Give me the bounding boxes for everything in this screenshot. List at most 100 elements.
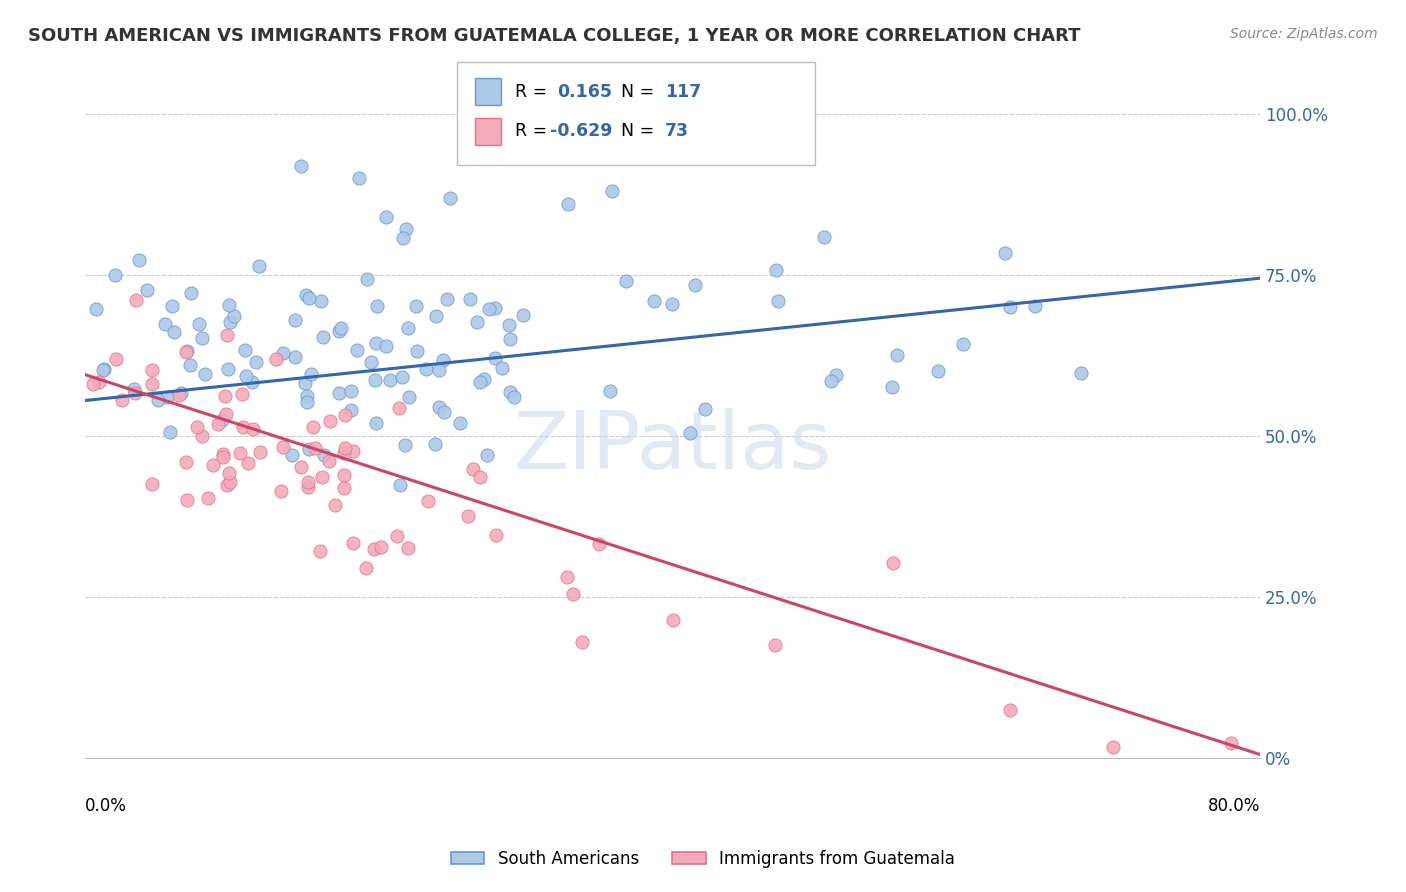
Point [111, 392, 134, 407]
Point [498, 318, 520, 332]
Text: 0.0%: 0.0% [86, 797, 127, 814]
Point [347, 171, 370, 186]
Point [159, 425, 181, 440]
Point [122, 383, 145, 397]
Point [162, 300, 184, 314]
Point [212, 447, 235, 461]
Point [301, 419, 323, 434]
Point [211, 413, 233, 427]
Point [470, 470, 492, 484]
Point [766, 294, 789, 309]
Point [167, 388, 190, 402]
Point [141, 363, 163, 377]
Point [309, 543, 332, 558]
Point [245, 355, 267, 369]
Point [1219, 736, 1241, 750]
Point [470, 375, 492, 389]
Point [927, 364, 949, 378]
Point [290, 460, 312, 475]
Text: 80.0%: 80.0% [1208, 797, 1260, 814]
Point [211, 450, 233, 464]
Text: R =: R = [515, 122, 553, 140]
Point [882, 557, 904, 571]
Point [392, 231, 415, 245]
Point [661, 614, 683, 628]
Point [290, 159, 312, 173]
Point [104, 268, 127, 283]
Point [478, 301, 501, 316]
Text: 117: 117 [665, 83, 702, 101]
Point [207, 417, 229, 432]
Point [600, 184, 623, 198]
Point [763, 638, 786, 652]
Point [370, 540, 392, 554]
Point [218, 475, 240, 490]
Point [360, 355, 382, 369]
Text: SOUTH AMERICAN VS IMMIGRANTS FROM GUATEMALA COLLEGE, 1 YEAR OR MORE CORRELATION : SOUTH AMERICAN VS IMMIGRANTS FROM GUATEM… [28, 27, 1081, 45]
Point [405, 300, 427, 314]
Point [333, 446, 356, 460]
Point [333, 481, 356, 495]
Point [562, 587, 585, 601]
Point [297, 480, 319, 494]
Point [356, 272, 378, 286]
Point [886, 348, 908, 362]
Point [271, 346, 294, 360]
Point [396, 320, 419, 334]
Point [457, 509, 479, 524]
Point [191, 429, 214, 443]
Point [141, 476, 163, 491]
Text: -0.629: -0.629 [550, 122, 612, 140]
Point [765, 262, 787, 277]
Point [432, 353, 454, 368]
Point [215, 327, 238, 342]
Point [1024, 299, 1046, 313]
Point [235, 368, 257, 383]
Point [297, 475, 319, 489]
Point [416, 494, 439, 508]
Point [396, 541, 419, 555]
Point [333, 441, 356, 455]
Point [599, 384, 621, 398]
Point [179, 358, 201, 372]
Point [229, 446, 252, 460]
Point [346, 343, 368, 358]
Point [472, 372, 495, 386]
Point [176, 344, 198, 359]
Point [141, 376, 163, 391]
Point [87, 376, 110, 390]
Point [125, 293, 148, 308]
Point [298, 442, 321, 457]
Point [557, 197, 579, 211]
Point [449, 416, 471, 430]
Point [176, 493, 198, 508]
Point [318, 453, 340, 467]
Point [491, 360, 513, 375]
Point [467, 315, 489, 329]
Point [186, 419, 208, 434]
Point [136, 283, 159, 297]
Point [363, 373, 385, 387]
Text: 73: 73 [665, 122, 689, 140]
Point [571, 634, 593, 648]
Point [215, 477, 238, 491]
Point [280, 448, 302, 462]
Point [643, 293, 665, 308]
Point [824, 368, 846, 382]
Point [312, 448, 335, 462]
Point [342, 536, 364, 550]
Point [882, 379, 904, 393]
Point [342, 443, 364, 458]
Point [194, 368, 217, 382]
Point [388, 478, 411, 492]
Point [284, 351, 307, 365]
Point [994, 246, 1017, 260]
Point [233, 343, 256, 358]
Point [218, 467, 240, 481]
Point [395, 221, 418, 235]
Point [374, 339, 396, 353]
Point [436, 292, 458, 306]
Point [432, 405, 454, 419]
Point [380, 374, 402, 388]
Point [187, 317, 209, 331]
